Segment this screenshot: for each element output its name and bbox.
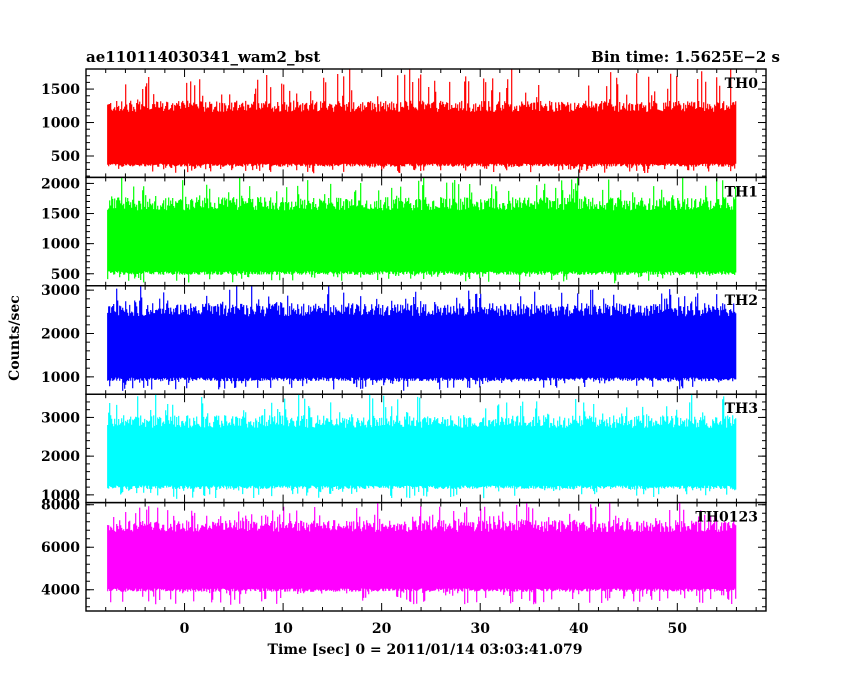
y-tick-label: 1000 [41, 370, 80, 386]
y-tick-label: 500 [51, 267, 80, 283]
panel-label-th0: TH0 [725, 76, 759, 92]
chart-title: ae110114030341_wam2_bst [86, 48, 320, 66]
y-tick-label: 4000 [41, 583, 80, 599]
series-th3 [107, 394, 737, 499]
panel-th3: 1000 2000 3000 TH3 [41, 393, 767, 504]
y-tick-label: 1000 [41, 237, 80, 253]
panel-th1: 500 1000 1500 2000 TH1 [41, 176, 767, 287]
y-axis-label: Counts/sec [7, 295, 23, 381]
y-tick-label: 1500 [41, 207, 80, 223]
panel-label-th0123: TH0123 [695, 510, 758, 526]
series-th0123 [107, 502, 737, 605]
panel-label-th3: TH3 [725, 401, 758, 417]
x-tick-label: 10 [273, 621, 293, 637]
panel-label-th2: TH2 [725, 293, 758, 309]
panel-label-th1: TH1 [725, 184, 758, 200]
x-tick-label: 0 [180, 621, 190, 637]
y-tick-label: 8000 [41, 498, 80, 514]
panels-group: 500 1000 1500 TH0 500 1000 1500 2000 TH1 1000 2000… [41, 68, 767, 612]
series-th0 [107, 69, 737, 174]
series-th1 [107, 177, 737, 284]
y-tick-label: 500 [51, 149, 80, 165]
y-tick-label: 1500 [41, 82, 80, 98]
y-tick-label: 1000 [41, 116, 80, 132]
y-tick-label: 2000 [41, 449, 80, 465]
x-tick-label: 40 [569, 621, 589, 637]
bin-time-label: Bin time: 1.5625E−2 s [591, 48, 780, 66]
x-tick-label: 30 [470, 621, 490, 637]
x-axis: 0 10 20 30 40 50 [180, 621, 688, 637]
panel-th0123: 4000 6000 8000 TH0123 [41, 498, 767, 612]
y-tick-label: 3000 [41, 283, 80, 299]
y-tick-label: 2000 [41, 176, 80, 192]
x-tick-label: 20 [372, 621, 392, 637]
x-axis-label: Time [sec] 0 = 2011/01/14 03:03:41.079 [268, 642, 583, 658]
y-tick-label: 1000 [41, 488, 80, 504]
y-tick-label: 6000 [41, 540, 80, 556]
series-th2 [107, 285, 737, 391]
panel-frame [85, 501, 767, 612]
y-tick-label: 2000 [41, 326, 80, 342]
x-tick-label: 50 [668, 621, 688, 637]
panel-th0: 500 1000 1500 TH0 [41, 68, 767, 179]
y-tick-label: 3000 [41, 410, 80, 426]
panel-th2: 1000 2000 3000 TH2 [41, 283, 767, 395]
